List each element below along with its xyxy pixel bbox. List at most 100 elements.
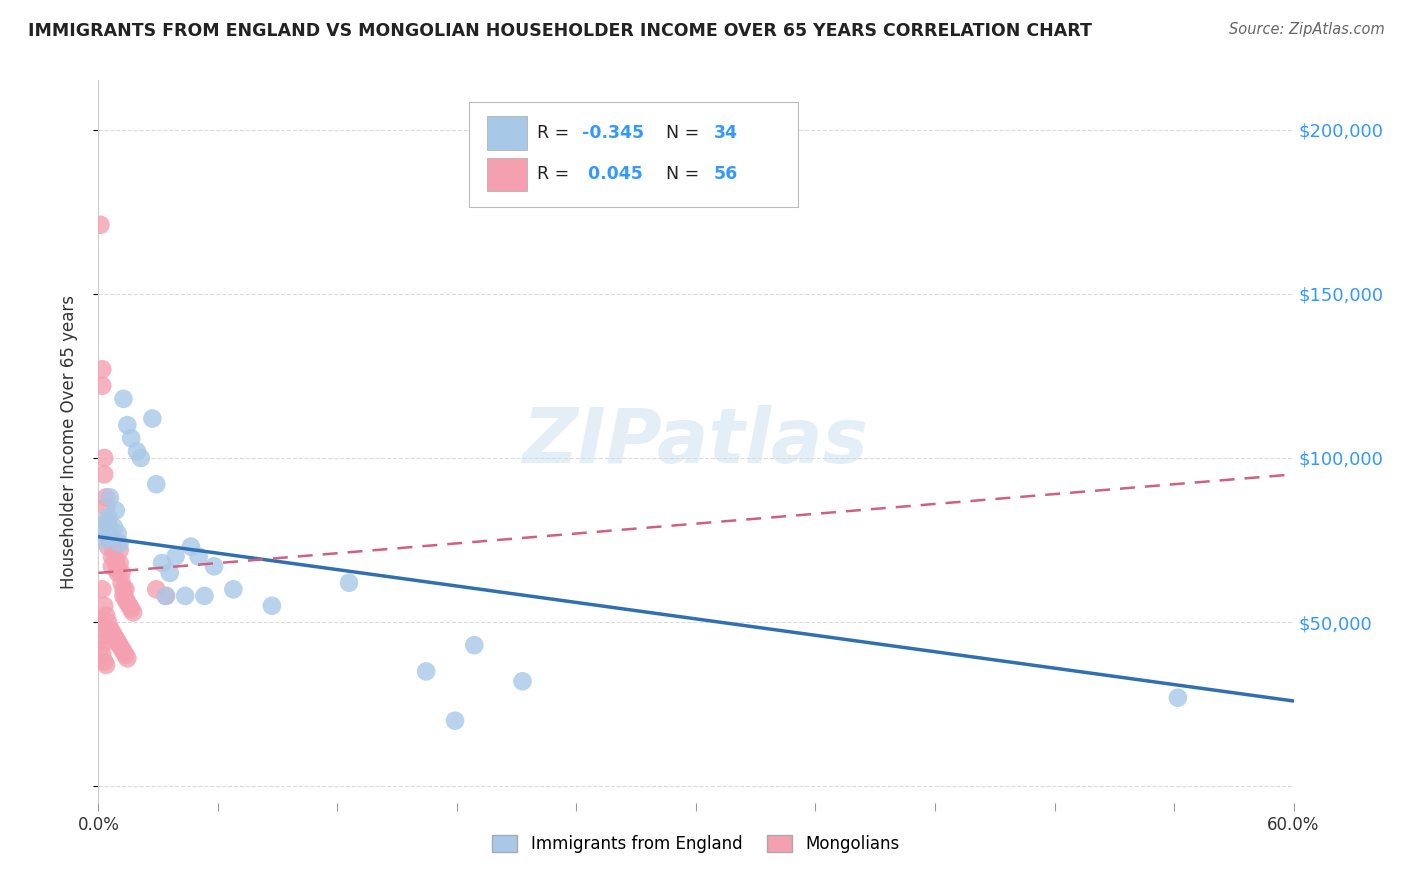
Point	[112, 582, 135, 597]
Point	[145, 477, 167, 491]
Point	[180, 540, 202, 554]
Point	[150, 556, 173, 570]
Text: -0.345: -0.345	[582, 124, 644, 142]
Point	[202, 559, 225, 574]
Point	[145, 582, 167, 597]
Point	[103, 520, 125, 534]
Text: ZIPatlas: ZIPatlas	[523, 405, 869, 478]
Point	[97, 530, 120, 544]
Point	[187, 549, 209, 564]
Text: Source: ZipAtlas.com: Source: ZipAtlas.com	[1229, 22, 1385, 37]
Point	[104, 503, 127, 517]
Point	[260, 599, 283, 613]
Point	[110, 566, 132, 580]
Point	[94, 491, 117, 505]
Point	[104, 556, 127, 570]
Point	[98, 523, 121, 537]
Point	[93, 450, 115, 465]
Point	[97, 615, 120, 630]
Point	[98, 533, 121, 547]
Point	[107, 563, 129, 577]
Point	[337, 575, 360, 590]
Point	[107, 635, 129, 649]
Point	[104, 553, 127, 567]
Text: R =: R =	[537, 165, 575, 183]
Text: 34: 34	[714, 124, 738, 142]
Point	[112, 589, 135, 603]
Point	[222, 582, 245, 597]
Point	[112, 392, 135, 406]
Point	[141, 411, 163, 425]
Point	[129, 450, 152, 465]
FancyBboxPatch shape	[470, 102, 797, 207]
Point	[101, 559, 124, 574]
Point	[108, 556, 131, 570]
Point	[97, 516, 120, 531]
Y-axis label: Householder Income Over 65 years: Householder Income Over 65 years	[59, 294, 77, 589]
Point	[110, 575, 132, 590]
Point	[444, 714, 467, 728]
Text: R =: R =	[537, 124, 575, 142]
Point	[89, 641, 111, 656]
Point	[98, 491, 121, 505]
Point	[89, 218, 111, 232]
Point	[108, 542, 131, 557]
Point	[159, 566, 181, 580]
Point	[91, 622, 114, 636]
Point	[117, 418, 139, 433]
Point	[91, 523, 114, 537]
Point	[91, 378, 114, 392]
Point	[103, 533, 125, 547]
Point	[94, 500, 117, 515]
Point	[93, 655, 115, 669]
Point	[165, 549, 187, 564]
Point	[93, 467, 115, 482]
Point	[103, 542, 125, 557]
Point	[110, 641, 132, 656]
Point	[117, 595, 139, 609]
Point	[512, 674, 534, 689]
Point	[114, 648, 136, 662]
Point	[174, 589, 197, 603]
Point	[117, 651, 139, 665]
Point	[415, 665, 437, 679]
Point	[97, 540, 120, 554]
Point	[114, 582, 136, 597]
Point	[101, 530, 124, 544]
Point	[125, 444, 148, 458]
Point	[107, 526, 129, 541]
Point	[463, 638, 485, 652]
Point	[91, 362, 114, 376]
Point	[101, 549, 124, 564]
Point	[97, 510, 120, 524]
Point	[118, 599, 141, 613]
Text: N =: N =	[666, 165, 704, 183]
Point	[122, 605, 145, 619]
Point	[101, 625, 124, 640]
Point	[112, 645, 135, 659]
Point	[114, 592, 136, 607]
Point	[104, 632, 127, 646]
Point	[94, 635, 117, 649]
Point	[94, 516, 117, 531]
Text: IMMIGRANTS FROM ENGLAND VS MONGOLIAN HOUSEHOLDER INCOME OVER 65 YEARS CORRELATIO: IMMIGRANTS FROM ENGLAND VS MONGOLIAN HOU…	[28, 22, 1092, 40]
Point	[91, 582, 114, 597]
Point	[94, 608, 117, 623]
Point	[89, 615, 111, 630]
Point	[93, 599, 115, 613]
Point	[155, 589, 177, 603]
FancyBboxPatch shape	[486, 117, 527, 150]
FancyBboxPatch shape	[486, 158, 527, 191]
Point	[193, 589, 215, 603]
Point	[155, 589, 177, 603]
Point	[103, 628, 125, 642]
Point	[93, 628, 115, 642]
Text: 0.045: 0.045	[582, 165, 644, 183]
Point	[108, 638, 131, 652]
Point	[120, 431, 142, 445]
Point	[91, 648, 114, 662]
Point	[107, 566, 129, 580]
Point	[98, 622, 121, 636]
Point	[1167, 690, 1189, 705]
Point	[94, 657, 117, 672]
